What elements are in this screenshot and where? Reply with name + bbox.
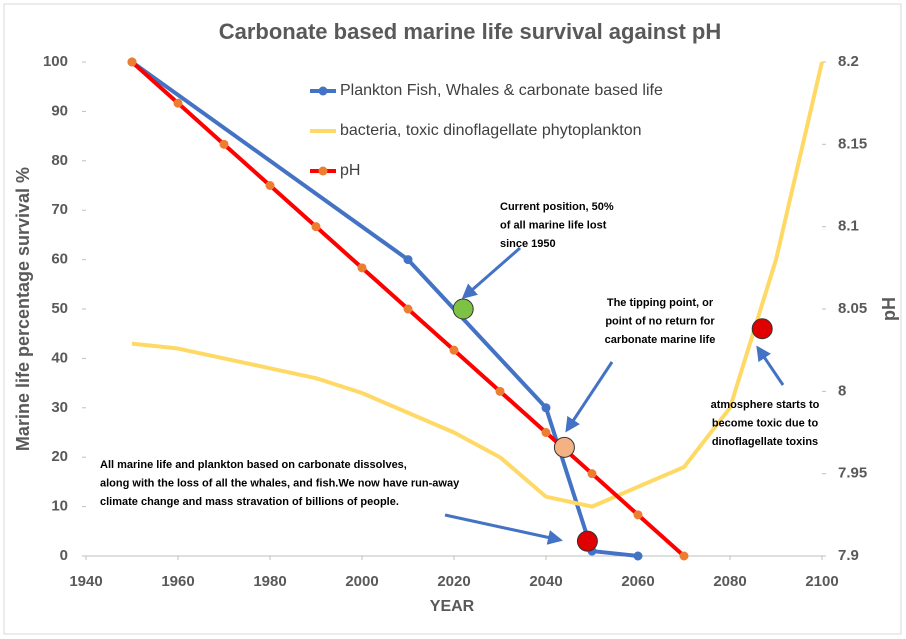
legend-label: Plankton Fish, Whales & carbonate based … xyxy=(340,82,663,99)
series-marker xyxy=(219,139,229,149)
x-tick-label: 2020 xyxy=(437,573,470,590)
series-marker xyxy=(403,255,413,265)
annotation: point of no return for xyxy=(605,315,715,327)
annotation: Current position, 50% xyxy=(500,201,614,213)
y2-tick-label: 8.05 xyxy=(838,300,867,317)
y-tick-label: 60 xyxy=(51,251,68,268)
x-tick-label: 1940 xyxy=(69,573,102,590)
series-marker xyxy=(495,386,505,396)
series-marker xyxy=(679,551,689,561)
series-marker xyxy=(587,469,597,479)
x-axis-label: YEAR xyxy=(430,598,475,615)
y2-tick-label: 8.1 xyxy=(838,218,859,235)
arrow xyxy=(565,361,614,433)
arrow xyxy=(756,345,785,386)
annotation: of all marine life lost xyxy=(500,219,607,231)
legend-label: pH xyxy=(340,162,360,179)
y-tick-label: 80 xyxy=(51,152,68,169)
x-tick-label: 2000 xyxy=(345,573,378,590)
y-tick-label: 100 xyxy=(43,53,68,70)
highlight-point xyxy=(553,436,575,458)
annotation: climate change and mass stravation of bi… xyxy=(100,496,399,508)
annotation: All marine life and plankton based on ca… xyxy=(100,459,407,471)
highlight-point xyxy=(452,298,474,320)
series-marker xyxy=(449,345,459,355)
y2-tick-label: 7.95 xyxy=(838,465,867,482)
arrows xyxy=(444,246,785,545)
arrow xyxy=(461,246,521,299)
chart-title: Carbonate based marine life survival aga… xyxy=(219,19,722,44)
highlight-point xyxy=(576,530,598,552)
annotation: carbonate marine life xyxy=(605,334,716,346)
series-marker xyxy=(265,181,275,190)
legend-label: bacteria, toxic dinoflagellate phytoplan… xyxy=(340,122,642,139)
y-tick-label: 10 xyxy=(51,498,68,515)
x-tick-label: 2060 xyxy=(621,573,654,590)
series-marker xyxy=(357,263,367,273)
series-marker xyxy=(541,428,551,437)
y-tick-label: 70 xyxy=(51,201,68,218)
y-axis-label: Marine life percentage survival % xyxy=(13,167,33,451)
series-marker xyxy=(127,57,137,67)
series-marker xyxy=(633,551,643,561)
annotation: The tipping point, or xyxy=(607,297,714,309)
y2-tick-label: 8 xyxy=(838,382,846,399)
x-tick-label: 1960 xyxy=(161,573,194,590)
y2-axis-label: pH xyxy=(879,297,899,321)
y2-tick-label: 8.15 xyxy=(838,135,867,152)
annotation: dinoflagellate toxins xyxy=(712,436,818,448)
chart-border xyxy=(3,3,902,635)
arrow xyxy=(444,513,563,545)
highlight-point xyxy=(751,318,773,340)
series-marker xyxy=(403,304,413,314)
annotation: along with the loss of all the whales, a… xyxy=(100,477,460,489)
y-tick-label: 50 xyxy=(51,300,68,317)
series-marker xyxy=(541,403,551,413)
y2-tick-label: 8.2 xyxy=(838,53,859,70)
annotation: atmosphere starts to xyxy=(711,399,820,411)
annotation: become toxic due to xyxy=(712,417,819,429)
legend-marker xyxy=(318,166,328,176)
series-marker xyxy=(633,510,643,520)
series-line xyxy=(131,61,824,509)
y-tick-label: 30 xyxy=(51,399,68,416)
y-tick-label: 40 xyxy=(51,349,68,366)
y2-tick-label: 7.9 xyxy=(838,547,859,564)
y-tick-label: 0 xyxy=(60,547,68,564)
x-tick-label: 2100 xyxy=(805,573,838,590)
x-tick-label: 2040 xyxy=(529,573,562,590)
y-tick-label: 90 xyxy=(51,102,68,119)
series-marker xyxy=(173,98,183,108)
x-tick-label: 1980 xyxy=(253,573,286,590)
legend-marker xyxy=(318,86,328,96)
y-tick-label: 20 xyxy=(51,448,68,465)
annotation: since 1950 xyxy=(500,238,556,250)
x-tick-label: 2080 xyxy=(713,573,746,590)
series-marker xyxy=(311,222,321,232)
